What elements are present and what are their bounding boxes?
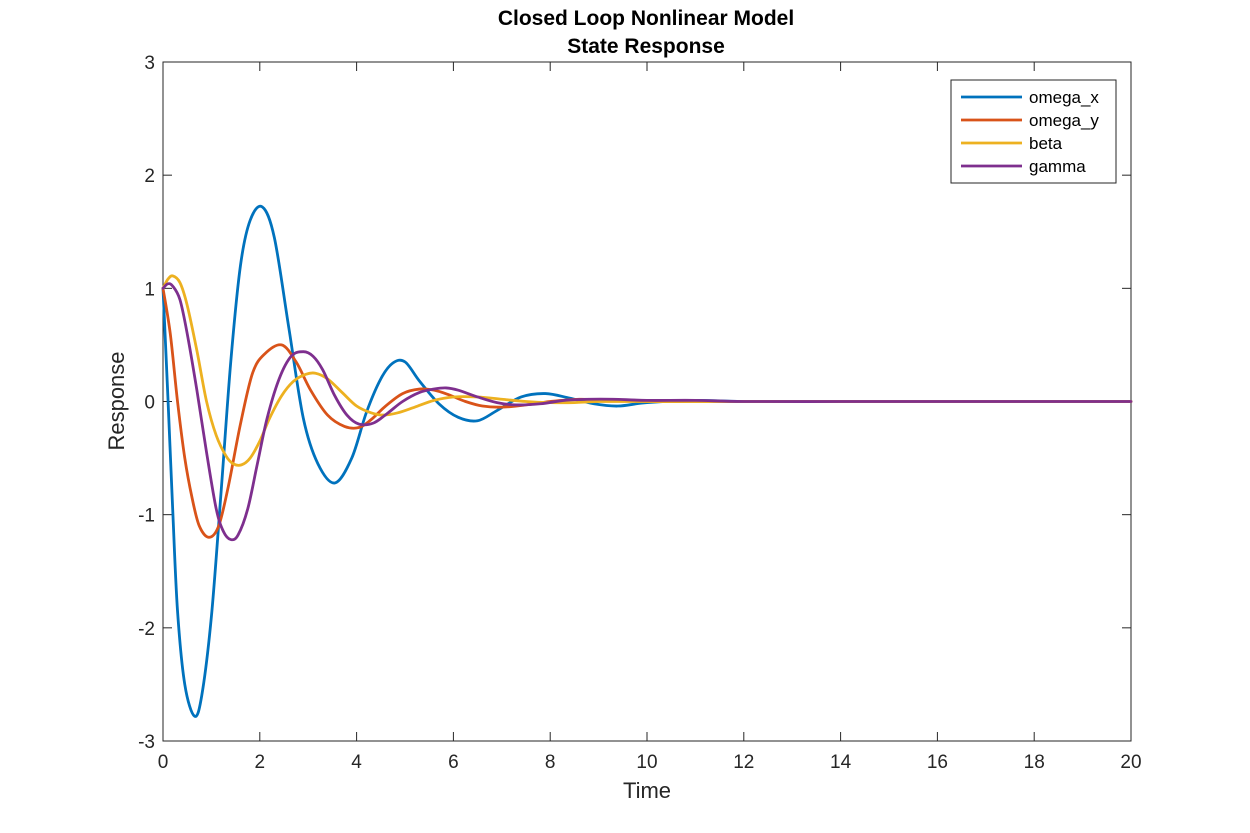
x-tick-label: 8	[545, 752, 556, 773]
x-tick-label: 14	[830, 752, 852, 773]
y-tick-label: -1	[138, 506, 155, 527]
legend-label: gamma	[1029, 157, 1086, 176]
x-tick-label: 20	[1120, 752, 1141, 773]
y-tick-label: 2	[144, 166, 155, 187]
x-tick-label: 6	[448, 752, 459, 773]
y-axis-ticks: -3 -2 -1 0 1 2 3	[138, 53, 1131, 753]
x-axis-ticks: 0 2 4 6 8 10 12 14 16 18 20	[158, 62, 1142, 773]
x-tick-label: 10	[636, 752, 657, 773]
x-tick-label: 0	[158, 752, 169, 773]
legend-label: omega_y	[1029, 111, 1099, 130]
y-tick-label: -2	[138, 619, 155, 640]
y-tick-label: 0	[144, 393, 155, 414]
x-tick-label: 18	[1024, 752, 1045, 773]
chart-title-line-2: State Response	[567, 35, 725, 58]
y-axis-label: Response	[104, 351, 129, 450]
x-tick-label: 4	[351, 752, 362, 773]
x-axis-label: Time	[623, 778, 671, 803]
y-tick-label: -3	[138, 732, 155, 753]
y-tick-label: 1	[144, 279, 155, 300]
x-tick-label: 16	[927, 752, 948, 773]
legend-label: beta	[1029, 134, 1063, 153]
x-tick-label: 12	[733, 752, 754, 773]
series-lines	[161, 204, 1133, 718]
x-tick-label: 2	[255, 752, 266, 773]
chart-title-line-1: Closed Loop Nonlinear Model	[498, 7, 794, 30]
legend-label: omega_x	[1029, 88, 1099, 107]
series-line-gamma	[161, 282, 1133, 542]
y-tick-label: 3	[144, 53, 155, 74]
